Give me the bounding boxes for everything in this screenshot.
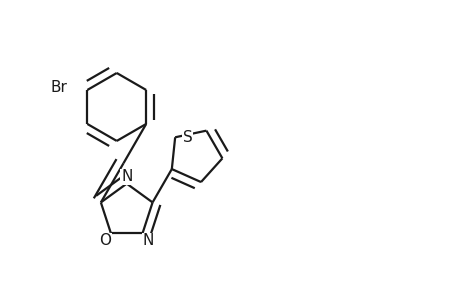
Text: N: N <box>121 169 132 184</box>
Text: Br: Br <box>50 80 67 95</box>
Text: S: S <box>183 130 192 145</box>
Text: N: N <box>142 233 153 248</box>
Text: O: O <box>99 233 111 248</box>
